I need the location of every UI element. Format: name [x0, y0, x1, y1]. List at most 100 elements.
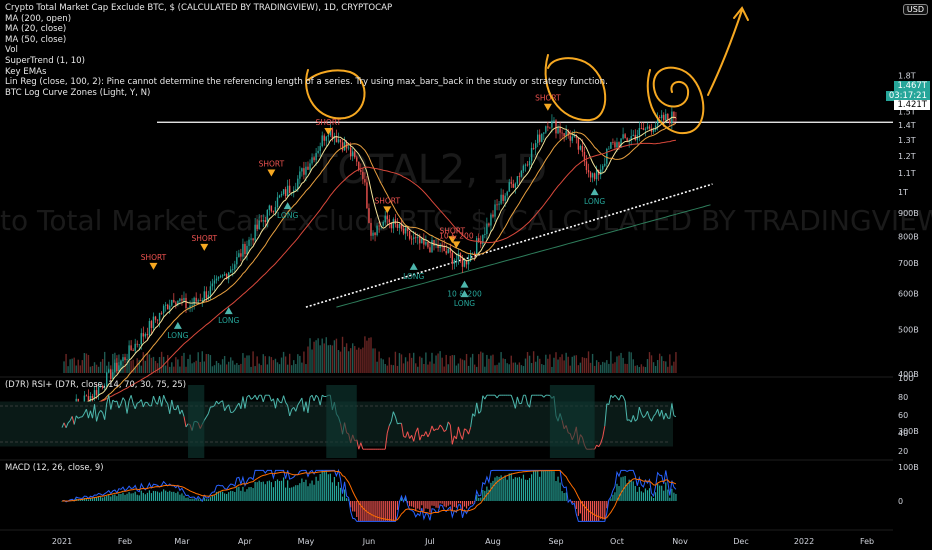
candle-body — [221, 275, 224, 277]
legend-line-5[interactable]: SuperTrend (1, 10) — [5, 55, 85, 66]
candle-body — [433, 240, 435, 246]
rsi-segment — [480, 395, 484, 412]
rsi-legend[interactable]: (D7R) RSI+ (D7R, close, 14, 70, 30, 75, … — [5, 379, 187, 389]
rsi-segment — [205, 413, 209, 418]
macd-histogram-bar — [520, 478, 523, 501]
candle-body — [486, 223, 488, 235]
candle-body — [97, 386, 100, 395]
candle-body — [124, 357, 126, 361]
time-tick-label: Feb — [118, 537, 132, 546]
macd-histogram-bar — [197, 498, 199, 501]
volume-bar — [282, 351, 285, 373]
macd-histogram-bar — [228, 492, 230, 501]
macd-histogram-bar — [472, 501, 474, 504]
short-label: SHORT — [259, 160, 285, 169]
legend-line-2[interactable]: MA (20, close) — [5, 24, 67, 35]
macd-histogram-bar — [431, 501, 433, 506]
volume-bar — [309, 338, 311, 373]
time-tick-label: 2022 — [794, 537, 814, 546]
macd-histogram-bar — [311, 480, 313, 501]
macd-histogram-bar — [463, 501, 466, 507]
volume-bar — [280, 357, 283, 373]
candle-body — [158, 312, 161, 321]
short-marker — [543, 103, 552, 111]
macd-histogram-bar — [598, 501, 600, 522]
rsi-segment — [413, 432, 417, 442]
legend-line-3[interactable]: MA (50, close) — [5, 34, 67, 45]
volume-bar — [187, 358, 189, 373]
price-tick-label: 500B — [898, 326, 919, 335]
candle-body — [288, 185, 291, 193]
short-marker — [448, 236, 457, 244]
rsi-segment — [496, 394, 500, 399]
legend-line-0[interactable]: Crypto Total Market Cap Exclude BTC, $ (… — [5, 3, 393, 13]
volume-bar — [370, 337, 372, 373]
volume-bar — [203, 361, 206, 373]
volume-bar — [142, 352, 145, 373]
candle-body — [181, 298, 183, 301]
legend-line-7[interactable]: Lin Reg (close, 100, 2): Pine cannot det… — [5, 77, 608, 88]
candle-body — [443, 245, 445, 252]
macd-histogram-bar — [305, 479, 307, 501]
candle-body — [415, 237, 417, 239]
long-marker — [173, 321, 182, 329]
volume-bar — [652, 362, 655, 373]
volume-bar — [126, 363, 128, 373]
macd-histogram-bar — [136, 494, 138, 501]
candle-body — [559, 127, 561, 133]
rsi-segment — [228, 404, 232, 413]
candle-body — [423, 238, 425, 245]
volume-bar — [160, 351, 163, 373]
macd-histogram-bar — [610, 498, 612, 501]
rsi-segment — [167, 403, 171, 414]
legend-line-1[interactable]: MA (200, open) — [5, 13, 72, 24]
currency-button[interactable]: USD — [902, 4, 928, 15]
macd-histogram-bar — [244, 491, 246, 501]
rsi-segment — [321, 394, 325, 397]
volume-bar — [167, 355, 169, 373]
rsi-segment — [514, 396, 518, 409]
time-tick-label: Feb — [860, 537, 874, 546]
candle-body — [268, 205, 271, 210]
volume-bar — [449, 355, 451, 373]
rsi-segment — [644, 411, 648, 416]
candle-body — [386, 215, 388, 220]
macd-histogram-bar — [626, 483, 628, 501]
legend-line-4[interactable]: Vol — [5, 45, 18, 56]
rsi-segment — [529, 395, 533, 408]
candle-body — [421, 238, 423, 244]
macd-histogram-bar — [388, 501, 390, 522]
macd-histogram-bar — [659, 485, 661, 501]
candle-body — [337, 139, 340, 143]
candle-body — [518, 176, 521, 177]
rsi-segment — [669, 403, 673, 419]
candle-body — [167, 304, 169, 310]
macd-histogram-bar — [252, 488, 254, 501]
legend-line-6[interactable]: Key EMAs — [5, 66, 47, 77]
last-price-tag: 1.467T — [894, 81, 930, 91]
macd-histogram-bar — [671, 488, 673, 501]
rsi-segment — [598, 443, 602, 448]
rsi-segment — [118, 403, 122, 409]
volume-bar — [179, 366, 181, 373]
macd-histogram-bar — [217, 491, 220, 501]
long-label: LONG — [403, 272, 424, 281]
volume-bar — [394, 351, 397, 373]
candle-body — [600, 169, 602, 175]
candle-body — [427, 241, 429, 248]
volume-bar — [209, 355, 212, 373]
rsi-segment — [254, 394, 258, 401]
legend-line-8[interactable]: BTC Log Curve Zones (Light, Y, N) — [5, 87, 151, 98]
volume-bar — [91, 365, 94, 373]
candle-body — [128, 345, 130, 360]
macd-legend[interactable]: MACD (12, 26, close, 9) — [5, 462, 104, 472]
candle-body — [368, 208, 370, 223]
price-tick-label: 1.4T — [898, 121, 916, 130]
macd-histogram-bar — [528, 478, 531, 501]
volume-bar — [268, 356, 271, 373]
rsi-segment — [640, 413, 644, 418]
rsi-segment — [67, 420, 71, 424]
volume-bar — [392, 365, 395, 373]
candle-body — [449, 248, 451, 253]
